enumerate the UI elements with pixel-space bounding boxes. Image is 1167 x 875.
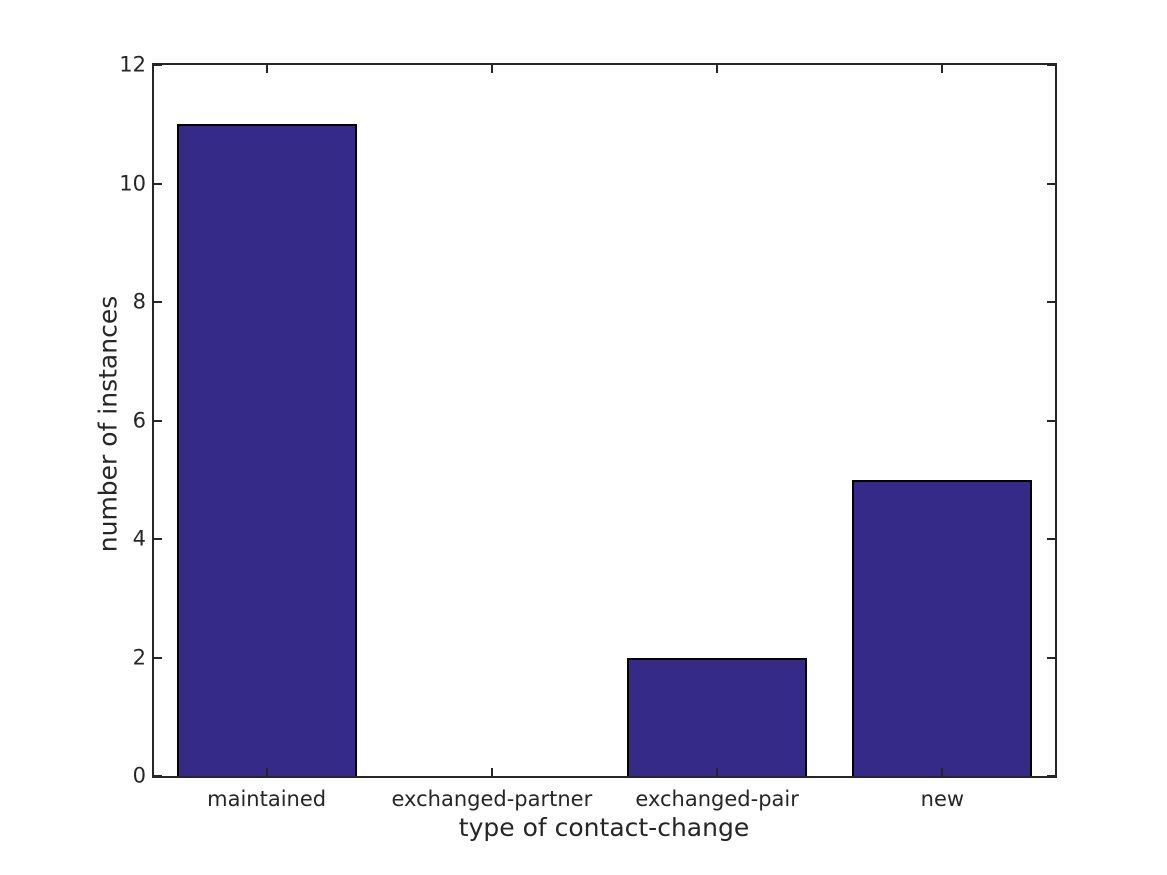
plot-area — [152, 63, 1057, 778]
y-tick-label: 4 — [132, 526, 146, 551]
y-tick-right — [1047, 301, 1055, 303]
x-tick-label: new — [920, 787, 965, 811]
x-tick-top — [490, 65, 493, 73]
y-tick-left — [154, 656, 162, 659]
x-tick-top — [941, 65, 944, 73]
y-tick-left — [154, 419, 162, 422]
x-tick-bottom — [716, 768, 719, 776]
y-tick-right — [1047, 775, 1055, 777]
x-tick-label: maintained — [207, 787, 327, 811]
x-tick-label: exchanged-partner — [391, 787, 593, 811]
y-tick-label: 8 — [132, 289, 146, 314]
y-tick-right — [1047, 182, 1055, 185]
x-tick-bottom — [265, 768, 268, 776]
y-tick-right — [1047, 64, 1055, 66]
y-tick-label: 6 — [132, 408, 146, 432]
y-tick-label: 2 — [132, 645, 146, 669]
y-tick-right — [1047, 538, 1055, 540]
y-tick-left — [154, 64, 162, 66]
y-tick-left — [154, 775, 162, 777]
y-tick-left — [154, 538, 162, 540]
y-tick-label: 0 — [132, 763, 146, 788]
y-tick-left — [154, 301, 162, 303]
y-tick-right — [1047, 656, 1055, 659]
x-tick-top — [716, 65, 719, 73]
x-tick-bottom — [490, 768, 493, 776]
bar-new — [852, 479, 1033, 776]
x-tick-label: exchanged-pair — [635, 787, 799, 811]
y-tick-label: 10 — [119, 171, 146, 195]
y-tick-right — [1047, 419, 1055, 422]
bar-exchanged-pair — [627, 657, 808, 776]
x-axis-title: type of contact-change — [458, 813, 750, 842]
y-tick-label: 12 — [119, 52, 146, 77]
x-tick-top — [265, 65, 268, 73]
bar-maintained — [176, 124, 357, 776]
y-axis-title: number of instances — [93, 295, 123, 553]
x-tick-bottom — [941, 768, 944, 776]
y-tick-left — [154, 182, 162, 185]
